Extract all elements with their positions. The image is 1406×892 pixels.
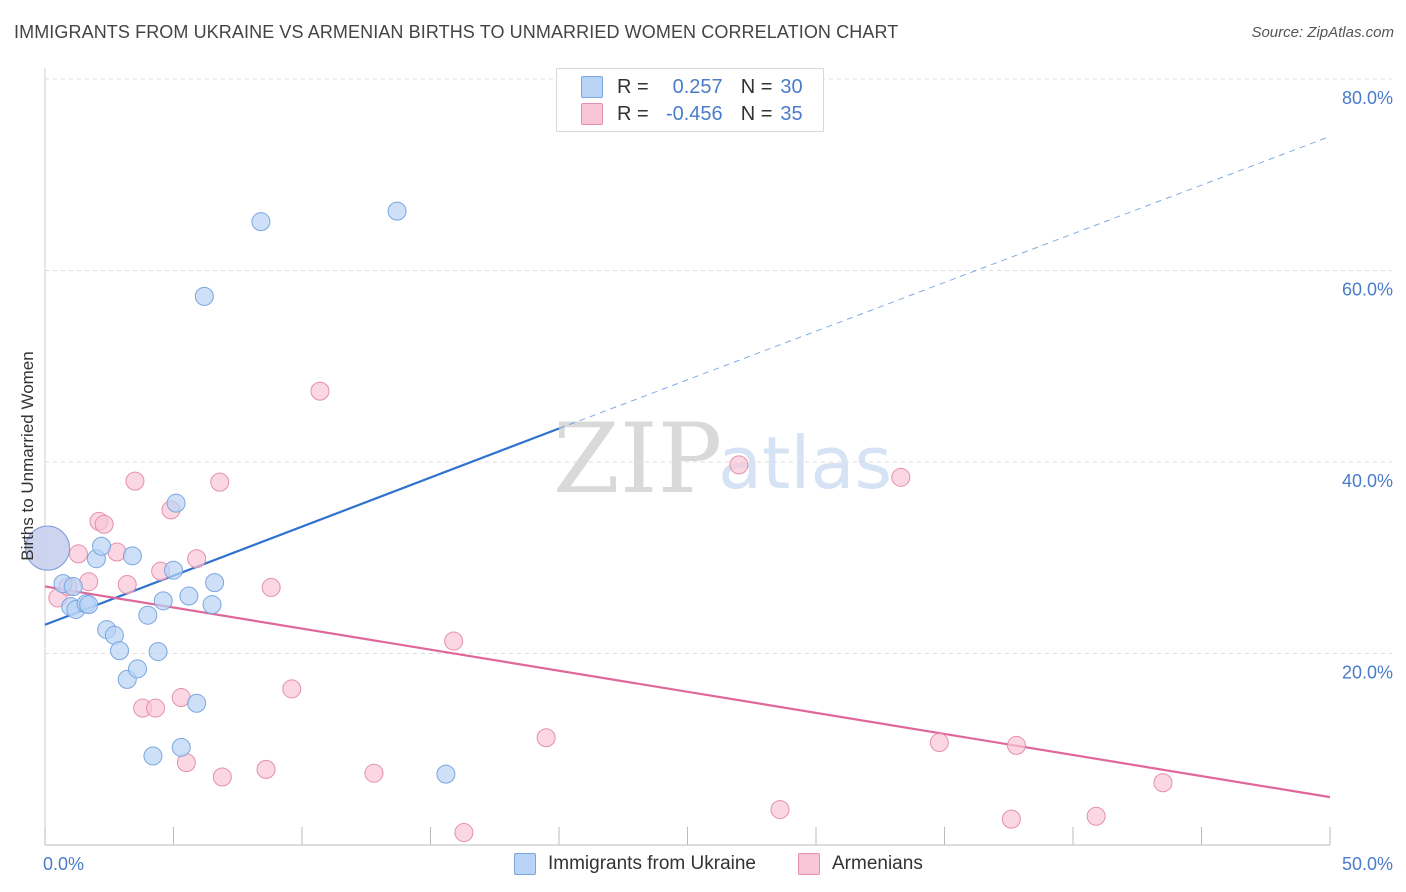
ukraine-trend-line: [44, 427, 560, 626]
armenian-point: [1086, 806, 1106, 826]
ukraine-point: [92, 536, 112, 556]
correlation-legend: R = 0.257 N = 30 R = -0.456 N = 35: [556, 68, 824, 132]
y-tick-label: 20.0%: [1342, 663, 1393, 683]
armenian-point: [210, 472, 230, 492]
bottom-legend-ukraine: Immigrants from Ukraine: [514, 852, 756, 876]
x-tick-label: 50.0%: [1342, 854, 1393, 874]
x-tick-label: 0.0%: [43, 854, 84, 874]
ukraine-point: [148, 642, 168, 662]
armenian-point: [117, 575, 137, 595]
data-points: [25, 201, 1173, 843]
ukraine-point: [187, 693, 207, 713]
armenian-point: [310, 381, 330, 401]
armenian-point: [212, 767, 232, 787]
bottom-swatch-pink: [798, 853, 820, 875]
watermark: ZIP atlas: [553, 403, 892, 515]
armenian-point: [68, 544, 88, 564]
watermark-zip: ZIP: [553, 403, 722, 515]
tick-labels: 20.0% 40.0% 60.0% 80.0% 0.0% 50.0%: [43, 88, 1393, 874]
ukraine-point: [79, 595, 99, 615]
armenian-point: [454, 823, 474, 843]
ukraine-point: [387, 201, 407, 221]
armenian-point: [444, 631, 464, 651]
armenian-point: [1006, 735, 1026, 755]
legend-swatch-pink: [581, 103, 603, 125]
ukraine-point: [194, 286, 214, 306]
y-tick-label: 40.0%: [1342, 471, 1393, 491]
bottom-legend-label: Armenians: [832, 853, 923, 874]
armenian-point: [1001, 809, 1021, 829]
y-tick-label: 60.0%: [1342, 280, 1393, 300]
ukraine-point: [153, 591, 173, 611]
ukraine-point: [110, 641, 130, 661]
legend-n-label: N =: [740, 102, 773, 125]
ukraine-point: [138, 605, 158, 625]
ukraine-point: [63, 576, 83, 596]
ukraine-point: [25, 525, 71, 571]
legend-n-label: N =: [740, 75, 773, 98]
axes: [44, 68, 1331, 846]
armenian-point: [282, 679, 302, 699]
legend-r-value: -0.456: [665, 102, 723, 125]
legend-n-value: 35: [780, 102, 803, 125]
armenian-point: [1153, 773, 1173, 793]
ukraine-point: [143, 746, 163, 766]
ukraine-point: [436, 764, 456, 784]
armenian-point: [94, 514, 114, 534]
ukraine-point: [128, 659, 148, 679]
y-tick-label: 80.0%: [1342, 88, 1393, 108]
ukraine-point: [205, 573, 225, 593]
armenian-point: [536, 728, 556, 748]
armenian-point: [261, 577, 281, 597]
bottom-legend-label: Immigrants from Ukraine: [548, 853, 756, 874]
legend-r-value: 0.257: [672, 75, 723, 98]
ukraine-point: [166, 493, 186, 513]
bottom-swatch-blue: [514, 853, 536, 875]
bottom-legend-armenians: Armenians: [798, 852, 923, 876]
armenian-point: [146, 698, 166, 718]
armenian-point: [770, 800, 790, 820]
armenian-point: [929, 733, 949, 753]
gridlines: [45, 78, 1392, 654]
armenian-point: [364, 763, 384, 783]
armenian-point: [891, 467, 911, 487]
armenian-point: [729, 455, 749, 475]
armenian-point: [256, 759, 276, 779]
legend-r-label: R =: [617, 102, 649, 125]
ukraine-point: [122, 546, 142, 566]
legend-r-label: R =: [617, 75, 649, 98]
armenian-point: [187, 549, 207, 569]
armenian-trend-line: [44, 585, 1331, 799]
ukraine-point: [171, 737, 191, 757]
ukraine-trend-extension: [558, 135, 1331, 429]
armenian-point: [125, 471, 145, 491]
legend-swatch-blue: [581, 76, 603, 98]
source-credit: Source: ZipAtlas.com: [1251, 24, 1394, 41]
legend-row-armenians: R = -0.456 N = 35: [581, 102, 803, 126]
ukraine-point: [164, 560, 183, 580]
y-axis-label: Births to Unmarried Women: [18, 351, 37, 560]
chart-title: IMMIGRANTS FROM UKRAINE VS ARMENIAN BIRT…: [14, 22, 899, 42]
legend-n-value: 30: [780, 75, 803, 98]
ukraine-point: [251, 212, 271, 232]
ukraine-point: [179, 586, 199, 606]
ukraine-point: [202, 595, 222, 615]
legend-row-ukraine: R = 0.257 N = 30: [581, 75, 803, 99]
